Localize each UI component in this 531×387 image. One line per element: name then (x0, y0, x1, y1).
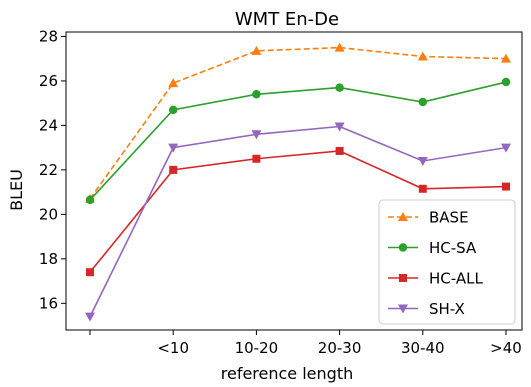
series-line-base (89, 46, 507, 200)
data-point-hc-all (252, 154, 261, 163)
y-tick-label: 16 (39, 294, 58, 312)
legend-marker (398, 243, 408, 252)
legend-label: BASE (429, 209, 469, 227)
legend-item-base: BASE (388, 209, 469, 227)
data-point-hc-all (502, 182, 510, 191)
data-point-hc-sa (168, 105, 178, 115)
legend-box (378, 199, 516, 325)
y-tick-label: 22 (39, 161, 58, 179)
y-tick-label: 28 (39, 27, 58, 45)
data-point-hc-sa (85, 195, 95, 205)
chart-title: WMT En-De (235, 9, 339, 30)
x-tick-label: <10 (157, 339, 189, 357)
data-point-base (168, 78, 179, 88)
y-tick-label: 18 (39, 250, 58, 268)
plot-frame (65, 31, 523, 331)
data-point-sh-x (85, 312, 95, 322)
legend-marker (398, 304, 408, 314)
data-point-hc-sa (418, 97, 428, 107)
data-point-base (501, 53, 511, 63)
data-point-base (334, 42, 345, 52)
series-hc-sa (85, 77, 511, 205)
data-point-hc-sa (252, 90, 261, 99)
x-tick-label: 20-30 (318, 339, 362, 357)
legend-label: HC-SA (429, 239, 477, 257)
series-sh-x (85, 122, 511, 322)
data-point-sh-x (501, 143, 511, 153)
data-point-base (417, 51, 428, 61)
series-line-hc-sa (89, 81, 507, 201)
y-tick-label: 24 (39, 116, 58, 134)
x-tick-label: 10-20 (235, 339, 279, 357)
data-point-base (251, 45, 262, 55)
series-line-hc-all (89, 150, 507, 273)
data-point-hc-all (169, 165, 178, 174)
y-tick-label: 26 (39, 72, 58, 90)
data-point-hc-all (418, 184, 427, 193)
legend: BASE HC-SA HC-ALL SH-X (378, 199, 516, 325)
data-point-sh-x (417, 156, 428, 166)
series-base (85, 42, 511, 203)
data-point-hc-all (86, 268, 94, 277)
data-point-sh-x (168, 143, 179, 153)
data-point-hc-all (335, 146, 344, 155)
axes: 16 18 20 22 24 26 28 <10 10-20 20-30 30-40 >40 (39, 27, 523, 357)
legend-marker (398, 212, 408, 221)
legend-item-hc-all: HC-ALL (388, 270, 483, 288)
x-tick-label: >40 (490, 339, 522, 357)
legend-label: HC-ALL (429, 270, 483, 288)
x-tick-label: 30-40 (401, 339, 445, 357)
x-axis-label: reference length (221, 364, 353, 383)
y-axis-label: BLEU (7, 169, 26, 211)
legend-item-sh-x: SH-X (388, 300, 465, 318)
data-point-hc-sa (335, 83, 344, 92)
y-tick-label: 20 (39, 205, 58, 223)
data-point-hc-sa (501, 77, 511, 87)
data-point-sh-x (251, 130, 262, 140)
series-line-sh-x (89, 125, 507, 318)
legend-item-hc-sa: HC-SA (388, 239, 477, 257)
legend-label: SH-X (429, 300, 465, 318)
series-hc-all (86, 146, 510, 277)
data-point-sh-x (334, 122, 345, 132)
series-layer (85, 42, 511, 322)
legend-marker (399, 274, 407, 282)
